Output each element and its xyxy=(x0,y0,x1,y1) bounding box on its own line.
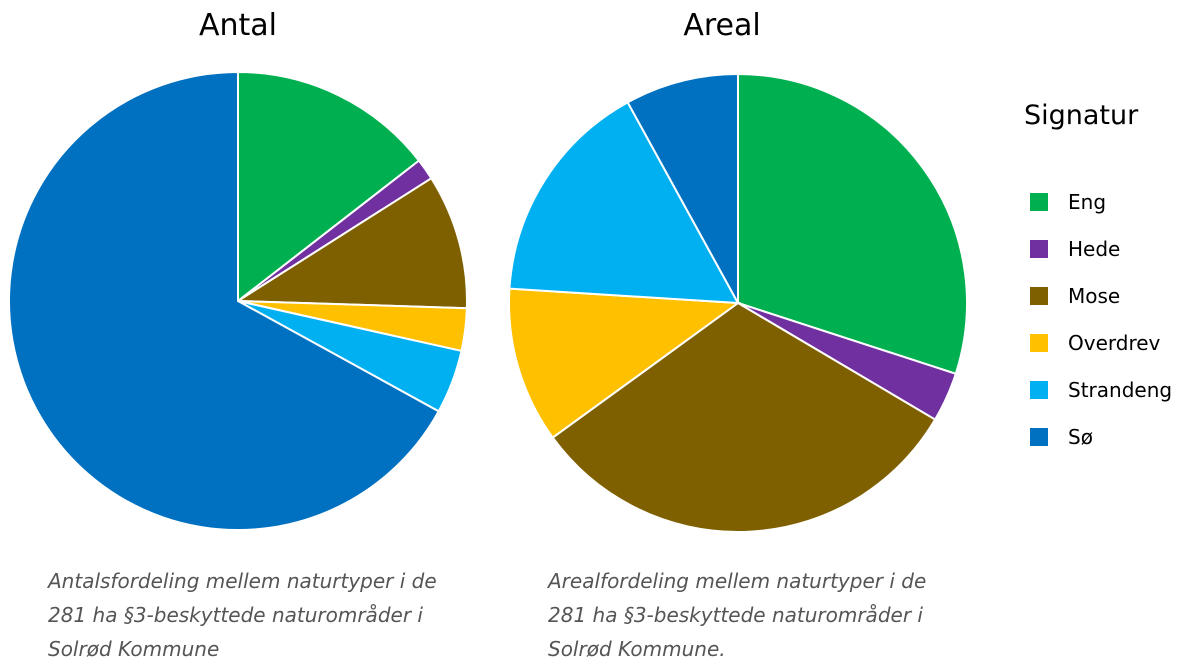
legend-swatch-eng xyxy=(1030,192,1048,211)
legend-label-overdrev: Overdrev xyxy=(1068,330,1161,355)
pie-slice-areal-strandeng xyxy=(508,100,740,305)
chart-title-antal: Antal xyxy=(198,8,278,43)
chart-title-areal: Areal xyxy=(683,8,761,43)
legend-swatch-strandeng xyxy=(1030,380,1048,399)
legend-item-mose: Mose xyxy=(1030,272,1172,319)
pie-antal xyxy=(8,70,468,531)
legend-swatch-hede xyxy=(1030,239,1048,258)
pie-slice-antal-sø xyxy=(8,70,441,531)
legend: Eng Hede Mose Overdrev Strandeng Sø xyxy=(1030,178,1172,460)
pie-slice-antal-mose xyxy=(234,176,468,310)
legend-label-strandeng: Strandeng xyxy=(1068,377,1173,402)
caption-antal: Antalsfordeling mellem naturtyper i de 2… xyxy=(48,569,437,661)
caption-areal: Arealfordeling mellem naturtyper i de 28… xyxy=(548,569,927,661)
legend-label-mose: Mose xyxy=(1068,283,1121,308)
pie-areal xyxy=(508,72,968,533)
pie-slice-areal-overdrev xyxy=(508,287,741,440)
pie-slice-areal-sø xyxy=(626,72,739,304)
legend-label-eng: Eng xyxy=(1068,189,1107,214)
legend-swatch-mose xyxy=(1030,286,1048,305)
legend-item-strandeng: Strandeng xyxy=(1030,366,1172,413)
legend-item-so: Sø xyxy=(1030,413,1172,460)
legend-label-so: Sø xyxy=(1068,424,1093,449)
legend-swatch-overdrev xyxy=(1030,333,1048,352)
legend-title: Signatur xyxy=(1024,100,1139,131)
legend-item-overdrev: Overdrev xyxy=(1030,319,1172,366)
pie-slice-areal-eng xyxy=(737,72,968,376)
pie-slice-antal-eng xyxy=(237,70,421,304)
legend-swatch-so xyxy=(1030,427,1048,446)
legend-item-eng: Eng xyxy=(1030,178,1172,225)
pie-slice-areal-mose xyxy=(551,301,937,533)
legend-item-hede: Hede xyxy=(1030,225,1172,272)
legend-label-hede: Hede xyxy=(1068,236,1121,261)
